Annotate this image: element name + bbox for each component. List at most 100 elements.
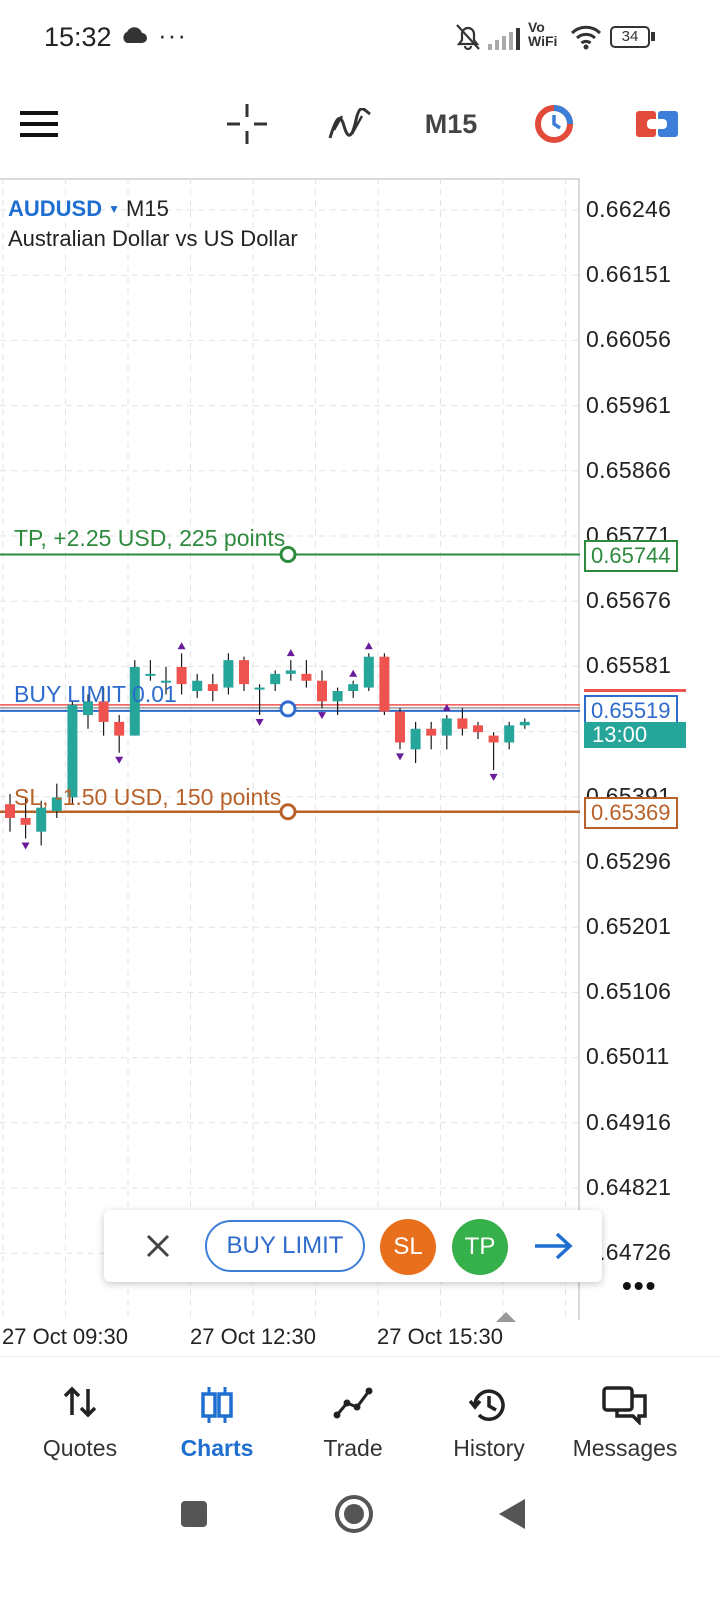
buy-limit-price-box[interactable]: 0.65519 [584, 695, 678, 727]
time-tick: 27 Oct 09:30 [2, 1324, 128, 1349]
price-axis[interactable]: 0.66246 0.66151 0.66056 0.65961 0.65866 0.657… [582, 178, 720, 1320]
nav-history[interactable]: History [421, 1357, 557, 1467]
cloud-icon [123, 27, 147, 43]
nav-quotes[interactable]: Quotes [12, 1357, 148, 1467]
tp-level-label[interactable]: TP, +2.25 USD, 225 points [14, 525, 286, 551]
fractal-up-marker [349, 669, 358, 677]
time-tick: 27 Oct 12:30 [190, 1324, 316, 1349]
price-tick: 0.66151 [586, 261, 672, 288]
bear-candle [379, 656, 390, 712]
hamburger-icon [20, 111, 58, 137]
price-tick: 0.64821 [586, 1173, 672, 1200]
price-tick: 0.66056 [586, 326, 672, 353]
scroll-marker-icon[interactable] [496, 1310, 516, 1322]
bear-candle [317, 680, 327, 702]
bull-candle [270, 673, 281, 685]
fractal-down-marker [115, 756, 124, 764]
bull-candle [129, 666, 140, 736]
nav-trade[interactable]: Trade [285, 1357, 421, 1467]
bid-line-marker [584, 689, 686, 692]
buy-limit-button[interactable]: BUY LIMIT [205, 1220, 365, 1272]
bottom-navigation: Quotes Charts Trade History Messages [0, 1356, 720, 1466]
fractal-down-marker [318, 712, 326, 720]
price-tick: 0.65866 [586, 456, 672, 483]
bear-candle [239, 660, 249, 685]
price-tick: 0.65961 [586, 391, 672, 418]
time-tick: 27 Oct 15:30 [377, 1324, 503, 1349]
fractal-down-marker [489, 773, 498, 781]
timeframe-button[interactable]: M15 [424, 108, 478, 139]
buy-limit-drag-handle [279, 700, 297, 718]
bull-candle [519, 721, 530, 726]
trade-graph-icon [333, 1387, 373, 1419]
battery-level: 34 [621, 28, 639, 45]
close-button[interactable] [140, 1226, 176, 1266]
sl-price-box[interactable]: 0.65369 [584, 797, 678, 829]
chart-toolbar: M15 [0, 88, 720, 160]
home-circle-icon [335, 1495, 373, 1533]
recents-button[interactable] [180, 1500, 208, 1533]
nav-label: Messages [572, 1435, 678, 1461]
sl-button[interactable]: SL [380, 1219, 436, 1275]
bull-candle [254, 687, 265, 690]
bear-candle [457, 718, 468, 729]
nav-charts[interactable]: Charts [149, 1357, 285, 1467]
bull-candle [363, 656, 374, 688]
tp-price-box[interactable]: 0.65744 [584, 540, 678, 572]
bull-candle [410, 728, 421, 750]
fractal-up-marker [364, 642, 373, 650]
bear-candle [98, 701, 109, 722]
more-notifications-icon: ··· [158, 20, 187, 50]
wifi-icon [570, 25, 602, 50]
system-navigation [0, 1480, 720, 1570]
back-triangle-icon [499, 1499, 525, 1529]
price-tick: 0.65296 [586, 847, 672, 874]
symbol-header[interactable]: AUDUSD ▼ M15 [8, 196, 169, 222]
crosshair-button[interactable] [222, 88, 272, 160]
place-order-button[interactable] [530, 1226, 576, 1266]
candlestick-chart[interactable] [0, 178, 580, 1320]
bull-candle [67, 704, 78, 798]
indicators-button[interactable] [322, 88, 378, 160]
tp-drag-handle [279, 545, 297, 563]
nav-label: History [453, 1435, 525, 1461]
history-clock-icon [469, 1389, 505, 1421]
indicator-wave-icon [328, 108, 371, 139]
symbol-caret-icon[interactable]: ▼ [108, 202, 121, 216]
chart-area[interactable] [0, 178, 580, 1320]
price-tick: 0.65676 [586, 587, 672, 614]
battery-tip [651, 32, 655, 41]
tp-button[interactable]: TP [452, 1219, 508, 1275]
new-order-button[interactable] [630, 88, 684, 160]
bear-candle [488, 735, 499, 743]
candlesticks-icon [201, 1387, 233, 1423]
buy-limit-level-label[interactable]: BUY LIMIT 0.01 [14, 681, 177, 707]
bull-candle [332, 691, 343, 702]
nav-messages[interactable]: Messages [557, 1357, 693, 1467]
bull-candle [223, 660, 234, 688]
symbol-name[interactable]: AUDUSD [8, 196, 103, 221]
time-axis[interactable]: 27 Oct 09:30 27 Oct 12:30 27 Oct 15:30 [0, 1320, 580, 1354]
sl-level-label[interactable]: SL, -1.50 USD, 150 points [14, 784, 282, 810]
one-click-trading-button[interactable] [526, 88, 582, 160]
price-tick: 0.65581 [586, 652, 672, 679]
price-tick: 0.65106 [586, 978, 672, 1005]
bull-candle [441, 718, 452, 736]
fractal-up-marker [177, 642, 186, 650]
crosshair-icon [227, 104, 267, 144]
bear-candle [301, 673, 312, 681]
bar-countdown: 13:00 [584, 722, 686, 748]
more-options-icon[interactable]: ••• [622, 1270, 658, 1301]
bull-candle [36, 807, 47, 832]
menu-button[interactable] [14, 88, 64, 160]
back-button[interactable] [498, 1498, 526, 1535]
bear-candle [426, 728, 437, 736]
signal-icon [488, 28, 520, 50]
bear-candle [395, 711, 405, 743]
fractal-down-marker [21, 842, 30, 850]
bull-candle [285, 670, 296, 674]
home-button[interactable] [334, 1494, 374, 1539]
bull-candle [51, 797, 62, 812]
price-tick: 0.65011 [586, 1043, 670, 1070]
bear-candle [473, 725, 483, 733]
